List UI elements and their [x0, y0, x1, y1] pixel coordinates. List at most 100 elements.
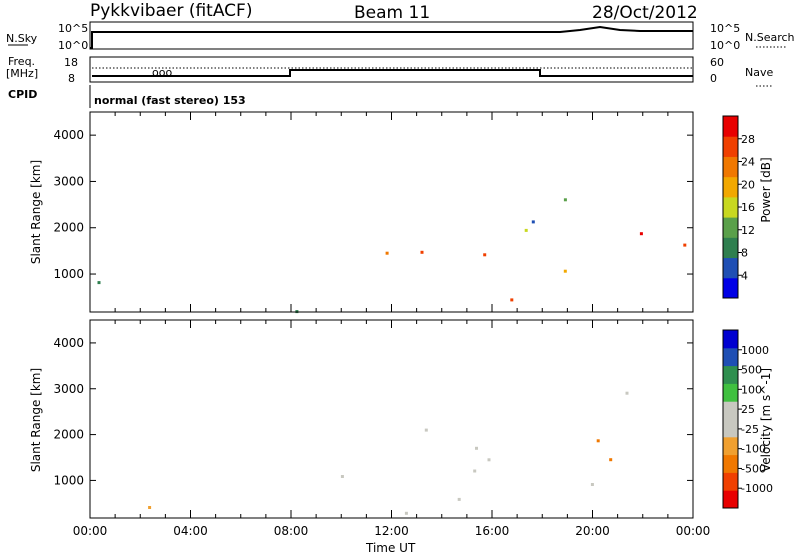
nave-tick-top: 60	[710, 56, 724, 69]
colorbar-tick-label: 8	[741, 247, 748, 260]
x-tick-label: 00:00	[73, 524, 108, 538]
freq-panel: Freq. [MHz] 18 8 60 0 Nave ooo	[6, 55, 773, 87]
colorbar-segment	[723, 136, 738, 157]
x-tick-label: 12:00	[374, 524, 409, 538]
echo-cell	[97, 281, 101, 285]
y-tick-label: 3000	[53, 174, 84, 188]
colorbar-segment	[723, 116, 738, 137]
echo-cell	[625, 391, 629, 395]
colorbar-segment	[723, 176, 738, 198]
colorbar-segment	[723, 454, 738, 473]
colorbar-tick-label: -25	[741, 423, 759, 436]
colorbar-tick-label: 20	[741, 178, 755, 191]
colorbar-segment	[723, 196, 738, 218]
colorbar-frame	[722, 329, 739, 509]
velocity-scatter	[148, 391, 629, 515]
colorbar-segment	[723, 436, 738, 456]
power-colorbar: 28 24 20 16 12 8 4	[722, 115, 755, 299]
echo-cell	[457, 497, 461, 501]
colorbar-tick-label: -100	[741, 443, 766, 456]
cpid-label: CPID	[8, 88, 37, 101]
x-tick-label: 20:00	[575, 524, 610, 538]
echo-cell	[524, 228, 528, 232]
echo-cell	[683, 243, 687, 247]
nsearch-label: N.Search	[745, 31, 795, 44]
nave-label: Nave	[745, 66, 773, 79]
x-tick-label: 08:00	[274, 524, 309, 538]
power-scatter	[97, 198, 687, 314]
echo-cell	[148, 506, 152, 509]
echo-cell	[590, 483, 594, 486]
colorbar-segment	[723, 156, 738, 178]
nsky-panel: N.Sky 10^5 10^0 10^5 10^0 N.Search	[6, 21, 795, 52]
echo-cell	[596, 439, 600, 443]
beam-title: Beam 11	[354, 3, 430, 23]
power-panel: 4000 3000 2000 1000 Slant Range [km] 28 24 20…	[29, 111, 773, 314]
colorbar-tick-label: 500	[741, 364, 762, 377]
echo-cell	[483, 253, 487, 257]
echo-cell	[424, 428, 428, 432]
colorbar-tick-label: 28	[741, 133, 755, 146]
nsky-tick-top: 10^5	[58, 22, 88, 35]
colorbar-tick-label: 24	[741, 156, 755, 169]
nsearch-tick-bottom: 10^0	[710, 39, 740, 52]
y-tick-label: 2000	[53, 428, 84, 442]
colorbar-segment	[723, 217, 738, 238]
echo-cell	[340, 475, 344, 478]
cpid-text: normal (fast stereo) 153	[94, 94, 246, 107]
y-tick-label: 3000	[53, 382, 84, 396]
freq-tick-top: 18	[64, 56, 78, 69]
power-cbar-label: Power [dB]	[759, 157, 773, 222]
echo-cell	[404, 511, 408, 515]
velocity-cbar-label: Velocity [m s^-1]	[759, 368, 773, 472]
echo-cell	[639, 232, 643, 236]
y-tick-label: 4000	[53, 128, 84, 142]
echo-cell	[487, 458, 491, 462]
cpid-panel: CPID normal (fast stereo) 153	[8, 85, 246, 108]
x-tick-label: 16:00	[475, 524, 510, 538]
nsky-trace	[90, 25, 693, 49]
freq-unit: [MHz]	[6, 67, 38, 80]
nsky-label: N.Sky	[6, 32, 38, 45]
station-title: Pykkvibaer (fitACF)	[90, 1, 252, 21]
echo-cell	[510, 298, 514, 302]
echo-cell	[475, 446, 478, 450]
y-tick-label: 1000	[53, 267, 84, 281]
power-axes: 4000 3000 2000 1000	[53, 112, 694, 312]
velocity-axes: 4000 3000 2000 1000 00:00 04:00 08:00 12:00 16:0…	[53, 320, 710, 538]
nave-marker: ooo	[152, 66, 172, 79]
velocity-ylabel: Slant Range [km]	[29, 368, 43, 472]
velocity-xlabel: Time UT	[365, 541, 416, 554]
echo-cell	[473, 469, 477, 473]
power-ylabel: Slant Range [km]	[29, 160, 43, 264]
echo-cell	[609, 458, 613, 462]
colorbar-tick-label: 4	[741, 269, 748, 282]
date-title: 28/Oct/2012	[592, 3, 698, 23]
colorbar-segment	[723, 330, 738, 349]
echo-cell	[531, 220, 535, 224]
echo-cell	[385, 251, 389, 255]
echo-cell	[563, 198, 567, 202]
colorbar-segment	[723, 347, 738, 367]
nsearch-tick-top: 10^5	[710, 22, 740, 35]
freq-label: Freq.	[8, 55, 35, 68]
colorbar-tick-label: 1000	[741, 344, 769, 357]
x-tick-label: 00:00	[676, 524, 711, 538]
nave-tick-bottom: 0	[710, 72, 717, 85]
y-tick-label: 2000	[53, 221, 84, 235]
colorbar-tick-label: 12	[741, 224, 755, 237]
colorbar-segment	[723, 419, 738, 438]
echo-cell	[420, 250, 424, 254]
colorbar-tick-label: -500	[741, 462, 766, 475]
colorbar-tick-label: 100	[741, 383, 762, 396]
echo-cell	[563, 269, 567, 273]
velocity-colorbar: 1000 500 100 25 -25 -100 -500 -1000	[722, 329, 773, 509]
colorbar-segment	[723, 365, 738, 384]
colorbar-tick-label: 25	[741, 403, 755, 416]
y-tick-label: 4000	[53, 336, 84, 350]
colorbar-tick-label: -1000	[741, 482, 773, 495]
nsky-tick-bottom: 10^0	[58, 39, 88, 52]
colorbar-segment	[723, 472, 738, 491]
colorbar-segment	[723, 257, 738, 279]
